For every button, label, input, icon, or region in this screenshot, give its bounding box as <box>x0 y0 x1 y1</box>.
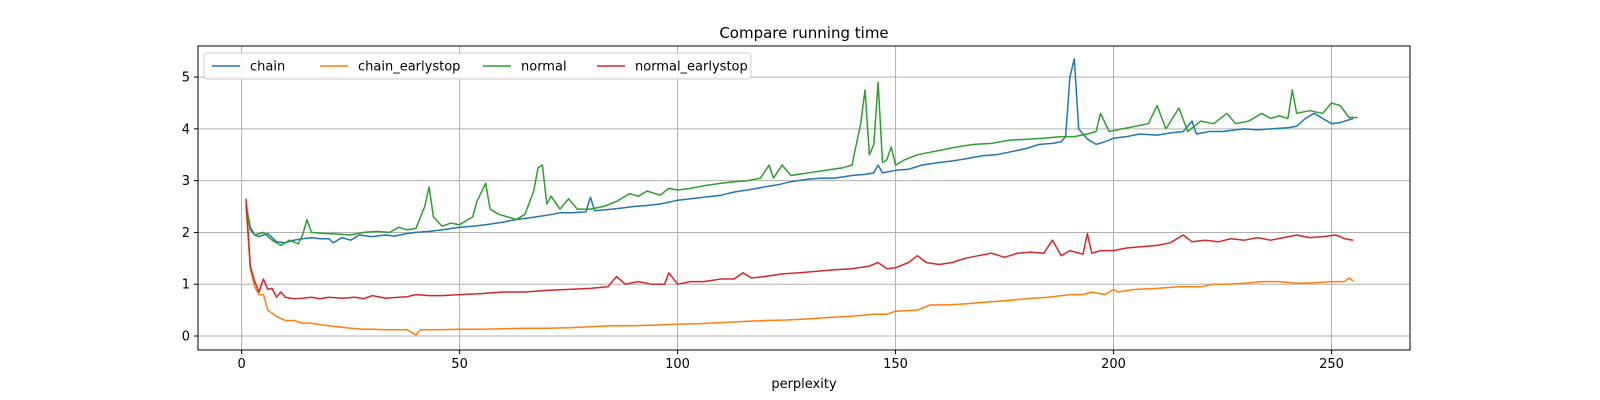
series-line-normal-earlystop <box>245 198 1354 300</box>
x-axis-label: perplexity <box>771 377 837 392</box>
y-tick-label: 4 <box>182 122 190 137</box>
y-tick-label: 2 <box>182 226 190 241</box>
x-tick-label: 50 <box>451 357 468 372</box>
plot-frame <box>197 45 1411 351</box>
legend: chain chain_earlystop normal normal_earlyst… <box>203 52 752 80</box>
x-tick-label: 150 <box>883 357 908 372</box>
series-line-chain-earlystop <box>245 206 1354 336</box>
series-line-chain <box>245 58 1354 244</box>
chart-title: Compare running time <box>719 24 888 42</box>
legend-box <box>203 52 752 80</box>
x-tick-label: 200 <box>1101 357 1126 372</box>
legend-label: chain <box>250 60 285 75</box>
axis-ticks: 0 50 100 150 200 250 0 1 2 3 4 5 <box>182 71 1344 372</box>
y-tick-label: 0 <box>182 330 190 345</box>
x-tick-label: 250 <box>1319 357 1344 372</box>
y-tick-label: 3 <box>182 174 190 189</box>
legend-label: chain_earlystop <box>358 60 460 75</box>
series-lines <box>245 58 1358 336</box>
series-line-normal <box>245 81 1358 247</box>
legend-label: normal_earlystop <box>635 60 748 75</box>
y-tick-label: 1 <box>182 278 190 293</box>
legend-label: normal <box>521 60 567 75</box>
grid <box>198 46 1410 350</box>
x-tick-label: 100 <box>665 357 690 372</box>
y-tick-label: 5 <box>182 71 190 86</box>
x-tick-label: 0 <box>237 357 245 372</box>
